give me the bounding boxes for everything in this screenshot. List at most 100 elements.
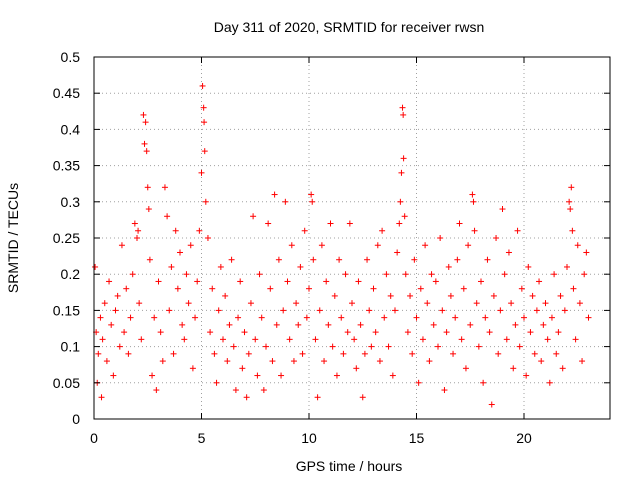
data-point <box>199 82 206 89</box>
data-point <box>570 285 577 292</box>
data-point <box>164 213 171 220</box>
data-point <box>103 358 110 365</box>
data-point <box>576 300 583 307</box>
data-point <box>542 300 549 307</box>
data-point <box>121 329 128 336</box>
data-point <box>116 343 123 350</box>
data-point <box>106 278 113 285</box>
data-point <box>402 271 409 278</box>
data-point <box>394 249 401 256</box>
data-point <box>284 278 291 285</box>
data-point <box>572 336 579 343</box>
data-point <box>118 242 125 249</box>
data-point <box>177 249 183 256</box>
data-point <box>495 350 502 357</box>
data-point <box>220 336 226 343</box>
data-point <box>379 227 386 234</box>
data-point <box>310 256 317 263</box>
data-point <box>267 285 274 292</box>
data-point <box>237 278 244 285</box>
data-point <box>327 220 334 227</box>
data-point <box>516 343 523 350</box>
data-point <box>407 292 414 299</box>
data-point <box>501 271 508 278</box>
data-point <box>527 329 534 336</box>
data-point <box>308 191 315 198</box>
y-tick-label: 0.1 <box>61 339 81 355</box>
data-point <box>508 300 515 307</box>
data-point <box>480 379 487 386</box>
data-point <box>114 292 121 299</box>
data-point <box>422 242 429 249</box>
data-point <box>490 292 497 299</box>
data-point <box>338 314 345 321</box>
data-point <box>561 307 568 314</box>
data-point <box>557 292 564 299</box>
data-point <box>228 256 235 263</box>
data-point <box>336 256 343 263</box>
data-point <box>217 263 224 270</box>
data-point <box>123 285 130 292</box>
data-point <box>533 307 540 314</box>
data-point <box>321 358 328 365</box>
data-point <box>447 292 454 299</box>
data-point <box>404 329 411 336</box>
data-point <box>112 307 119 314</box>
data-point <box>355 278 362 285</box>
data-point <box>514 227 521 234</box>
data-point <box>566 198 573 205</box>
data-point <box>585 314 592 321</box>
data-point <box>409 350 416 357</box>
data-point <box>499 206 506 213</box>
data-point <box>209 285 216 292</box>
data-point <box>179 321 186 328</box>
y-tick-label: 0.35 <box>53 158 80 174</box>
data-point <box>437 235 444 241</box>
data-point <box>155 278 162 285</box>
y-tick-label: 0.25 <box>53 230 80 246</box>
data-point <box>538 358 545 365</box>
data-point <box>295 321 302 328</box>
data-point <box>263 343 269 350</box>
data-point <box>525 263 532 270</box>
y-tick-label: 0.3 <box>61 194 81 210</box>
data-point <box>450 350 457 357</box>
data-point <box>351 336 358 343</box>
data-point <box>493 235 500 241</box>
y-axis-label: SRMTID / TECUs <box>5 183 21 293</box>
data-point <box>435 343 441 350</box>
data-point <box>357 321 364 328</box>
y-tick-label: 0.15 <box>53 302 80 318</box>
data-point <box>467 321 474 328</box>
data-point <box>458 336 465 343</box>
data-point <box>258 314 265 321</box>
data-point <box>201 119 208 126</box>
data-point <box>387 292 394 299</box>
data-point <box>235 314 242 321</box>
data-point <box>201 148 208 155</box>
data-point <box>275 256 282 263</box>
data-point <box>282 198 289 205</box>
data-point <box>306 285 312 292</box>
grid-lines <box>94 57 610 419</box>
data-point <box>316 307 323 314</box>
data-point <box>226 321 233 328</box>
data-point <box>151 314 158 321</box>
data-point <box>559 365 566 372</box>
y-tick-labels: 0 0.05 0.1 0.15 0.2 0.25 0.3 0.35 0.4 0.45 0.5 <box>53 49 80 427</box>
data-point <box>271 191 278 198</box>
data-point <box>239 365 246 372</box>
data-point <box>194 278 201 285</box>
data-point <box>471 227 478 234</box>
data-point <box>523 372 530 379</box>
data-point <box>478 278 484 285</box>
data-point <box>398 169 405 176</box>
data-point <box>146 256 153 263</box>
data-point <box>512 321 519 328</box>
data-point <box>415 379 422 386</box>
data-point <box>309 198 316 205</box>
data-point <box>278 372 285 379</box>
data-point <box>265 220 272 227</box>
data-point <box>168 263 175 270</box>
data-point <box>189 365 196 372</box>
